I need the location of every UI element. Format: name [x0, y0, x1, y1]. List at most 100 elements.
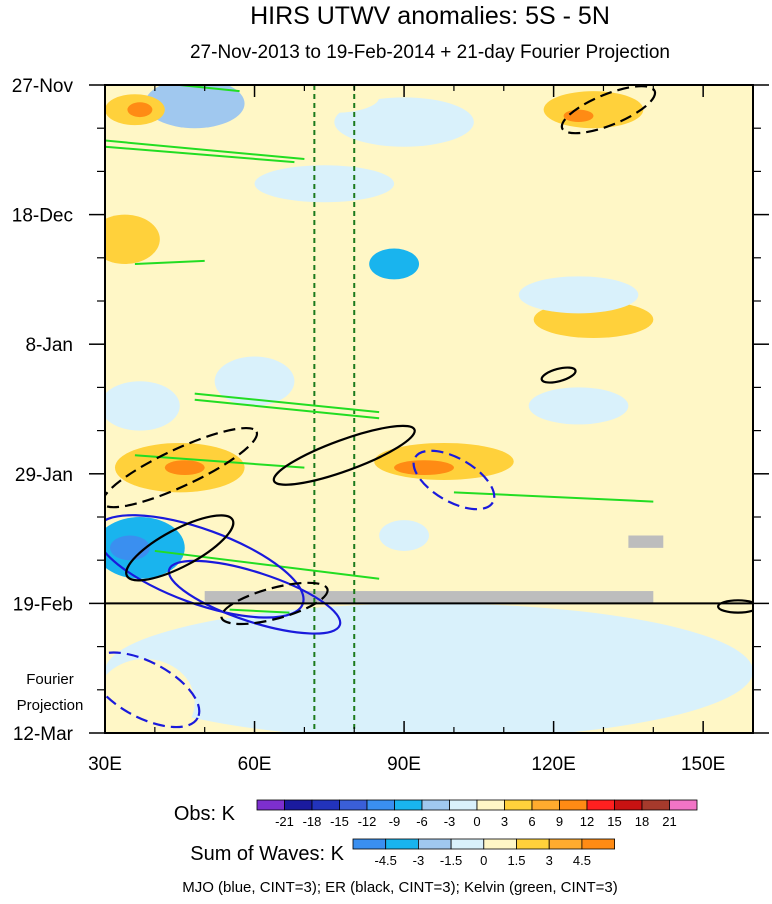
mjo-contour — [105, 651, 201, 729]
anomaly-region — [105, 603, 753, 733]
projection-label-line1: Fourier — [26, 671, 74, 688]
legend-tick-label: 21 — [662, 814, 676, 829]
legend-swatch — [641, 799, 670, 811]
legend-tick-label: 12 — [580, 814, 594, 829]
kelvin-contour — [453, 491, 654, 503]
er-contour — [125, 514, 235, 582]
legend-swatch — [256, 799, 285, 811]
anomaly-region — [105, 658, 195, 733]
legend-swatch — [531, 799, 560, 811]
anomaly-region — [334, 97, 474, 147]
x-tick-label: 60E — [238, 754, 272, 775]
mjo-contour — [167, 559, 342, 635]
legend-swatch — [394, 799, 423, 811]
anomaly-region — [144, 85, 245, 129]
y-tick-label: 27-Nov — [12, 76, 74, 97]
anomaly-region — [289, 85, 380, 113]
kelvin-contour — [194, 398, 380, 420]
legend-tick-label: 3 — [546, 853, 553, 868]
anomaly-field — [105, 85, 753, 733]
er-contour — [560, 85, 657, 135]
legend-swatch — [366, 799, 395, 811]
legend-swatch — [450, 838, 485, 850]
kelvin-contour — [105, 145, 295, 164]
legend-tick-label: 3 — [501, 814, 508, 829]
anomaly-region — [105, 214, 160, 264]
legend-tick-label: 9 — [556, 814, 563, 829]
y-tick-label: 18-Dec — [12, 206, 73, 227]
y-tick-label: 29-Jan — [15, 465, 73, 486]
anomaly-region — [663, 498, 744, 548]
er-contour — [220, 581, 329, 626]
legend-swatch — [559, 799, 588, 811]
anomaly-region — [379, 520, 430, 551]
legend-swatch — [339, 799, 368, 811]
footer-text: MJO (blue, CINT=3); ER (black, CINT=3); … — [182, 879, 618, 896]
legend-tick-label: 18 — [635, 814, 649, 829]
anomaly-region — [214, 356, 295, 406]
kelvin-contour — [179, 85, 240, 93]
er-contour — [540, 366, 577, 384]
legend-swatch — [586, 799, 615, 811]
axes: 30E 60E 90E 120E 150E 27-Nov 18-Dec 8-Jan 29-Jan… — [12, 76, 769, 775]
kelvin-contour — [194, 392, 380, 414]
y-tick-label: 12-Mar — [13, 724, 74, 745]
obs-legend: -21 -18 -15 -12 -9 -6 -3 0 3 6 9 12 15 18 21 — [256, 799, 698, 829]
x-tick-label: 90E — [387, 754, 421, 775]
anomaly-region — [528, 387, 629, 425]
legend-tick-label: -6 — [416, 814, 428, 829]
legend-tick-label: 1.5 — [507, 853, 525, 868]
chart-subtitle: 27-Nov-2013 to 19-Feb-2014 + 21-day Four… — [190, 42, 670, 63]
legend-swatch — [449, 799, 478, 811]
anomaly-region — [668, 202, 739, 227]
legend-tick-label: -1.5 — [440, 853, 462, 868]
mjo-contour — [412, 449, 496, 511]
waves-legend-label: Sum of Waves: K — [190, 843, 344, 865]
x-tick-label: 30E — [88, 754, 122, 775]
legend-tick-label: 6 — [528, 814, 535, 829]
kelvin-contour — [105, 139, 305, 161]
legend-swatch — [476, 799, 505, 811]
anomaly-region — [394, 460, 454, 476]
anomaly-region — [194, 183, 235, 221]
legend-tick-label: -21 — [275, 814, 294, 829]
kelvin-contour — [229, 608, 290, 614]
legend-tick-label: -4.5 — [374, 853, 396, 868]
legend-swatch — [421, 799, 450, 811]
x-tick-label: 150E — [681, 754, 725, 775]
er-contour — [717, 599, 753, 614]
y-tick-label: 19-Feb — [13, 594, 73, 615]
anomaly-region — [678, 313, 729, 339]
y-tick-label: 8-Jan — [25, 335, 73, 356]
anomaly-region — [164, 460, 205, 476]
er-contour — [105, 426, 259, 509]
kelvin-contour — [154, 549, 380, 580]
legend-swatch — [516, 838, 550, 850]
projection-label-line2: Projection — [17, 697, 84, 714]
er-contour — [272, 424, 416, 486]
legend-tick-label: -12 — [358, 814, 377, 829]
obs-legend-label: Obs: K — [174, 803, 236, 825]
legend-swatch — [504, 799, 533, 811]
plot-frame — [104, 84, 754, 734]
legend-tick-label: -15 — [330, 814, 349, 829]
legend-tick-label: 4.5 — [573, 853, 591, 868]
anomaly-region — [105, 381, 180, 431]
legend-tick-label: -18 — [303, 814, 322, 829]
anomaly-region — [543, 91, 644, 129]
legend-swatch — [614, 799, 643, 811]
legend-swatch — [311, 799, 340, 811]
legend-swatch — [581, 838, 616, 850]
waves-legend: -4.5 -3 -1.5 0 1.5 3 4.5 — [352, 838, 616, 868]
kelvin-contours — [105, 85, 654, 614]
missing-data-band — [628, 535, 664, 548]
legend-tick-label: 15 — [607, 814, 621, 829]
legend-swatch — [483, 838, 517, 850]
legend-tick-label: -9 — [389, 814, 401, 829]
missing-data-band — [204, 591, 654, 604]
legend-tick-label: 0 — [480, 853, 487, 868]
legend-tick-label: -3 — [413, 853, 425, 868]
anomaly-region — [369, 248, 420, 280]
